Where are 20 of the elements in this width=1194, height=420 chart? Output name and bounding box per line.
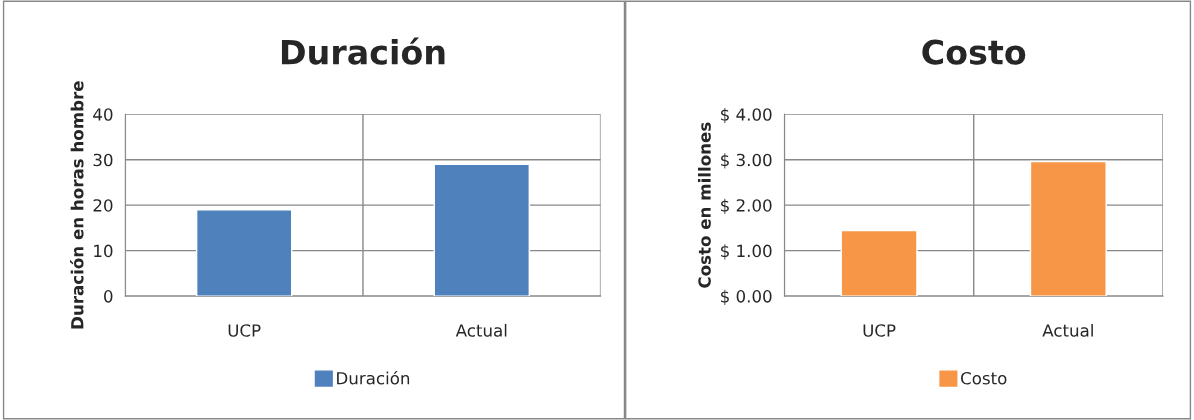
y-tick-label: 30: [93, 153, 113, 167]
y-tick-label: 40: [93, 108, 113, 121]
y-tick-label: $ 0.00: [721, 289, 772, 305]
x-tick-label: Actual: [455, 323, 507, 337]
y-tick-label: $ 2.00: [721, 198, 772, 214]
y-tick-label: $ 1.00: [721, 244, 772, 260]
y-tick-label: 10: [94, 244, 113, 258]
y-tick-label: $ 4.00: [721, 107, 772, 124]
y-tick-label: 20: [93, 199, 113, 212]
y-axis-title: Costo en millones: [697, 122, 711, 288]
x-tick-label: UCP: [228, 324, 261, 337]
x-tick-label: UCP: [863, 324, 896, 337]
y-axis-title: Duración en horas hombre: [70, 81, 84, 329]
y-tick-label: 0: [104, 290, 113, 303]
y-tick-label: $ 3.00: [721, 153, 772, 169]
x-tick-label: Actual: [1042, 323, 1093, 337]
legend-label: Costo: [961, 371, 1007, 385]
chart-title: Duración: [281, 37, 445, 65]
legend-label: Duración: [337, 370, 410, 385]
chart-title: Costo: [922, 39, 1026, 65]
